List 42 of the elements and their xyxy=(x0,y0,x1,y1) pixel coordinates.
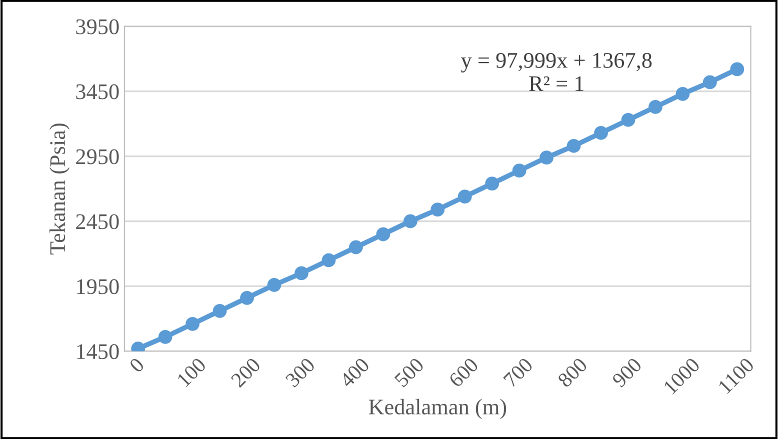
point xyxy=(540,150,554,165)
point xyxy=(186,316,200,331)
point xyxy=(212,304,227,318)
point xyxy=(621,112,636,127)
x-tick-label: 800 xyxy=(557,357,588,388)
point xyxy=(158,330,172,344)
point xyxy=(267,278,282,292)
point xyxy=(648,100,662,114)
x-axis-title: Kedalaman (m) xyxy=(368,398,506,420)
point xyxy=(322,253,336,268)
y-tick-label: 2950 xyxy=(76,149,119,164)
x-tick-label: 500 xyxy=(394,357,425,388)
x-tick-label: 600 xyxy=(448,357,480,388)
y-axis-title: Tekanan (Psia) xyxy=(49,124,70,255)
point xyxy=(702,75,717,90)
point xyxy=(676,86,690,101)
point xyxy=(294,266,308,280)
y-tick-label: 1950 xyxy=(77,279,119,294)
x-tick-label: 700 xyxy=(502,357,534,388)
point xyxy=(430,202,445,217)
y-tick-label: 3950 xyxy=(76,19,119,34)
point xyxy=(458,190,472,204)
point xyxy=(566,138,581,153)
x-tick-label: 100 xyxy=(176,357,207,388)
y-tick-label: 2450 xyxy=(76,214,119,230)
point xyxy=(376,227,390,242)
point xyxy=(485,176,500,191)
point xyxy=(240,290,254,305)
point xyxy=(512,164,526,178)
point xyxy=(403,214,418,228)
annotation: y = 97,999x + 1367,8 R² = 1 xyxy=(461,52,652,91)
x-tick-label: 900 xyxy=(611,357,642,388)
y-tick-label: 1450 xyxy=(77,344,119,360)
point xyxy=(594,126,608,140)
x-tick-label: 200 xyxy=(230,357,262,388)
x-tick-label: 0 xyxy=(128,357,145,374)
x-tick-label: 400 xyxy=(338,357,370,388)
point xyxy=(348,240,363,254)
point xyxy=(730,62,744,76)
x-tick-label: 300 xyxy=(284,357,316,388)
y-tick-label: 3450 xyxy=(76,84,119,100)
x-tick-label: 1100 xyxy=(718,357,755,394)
